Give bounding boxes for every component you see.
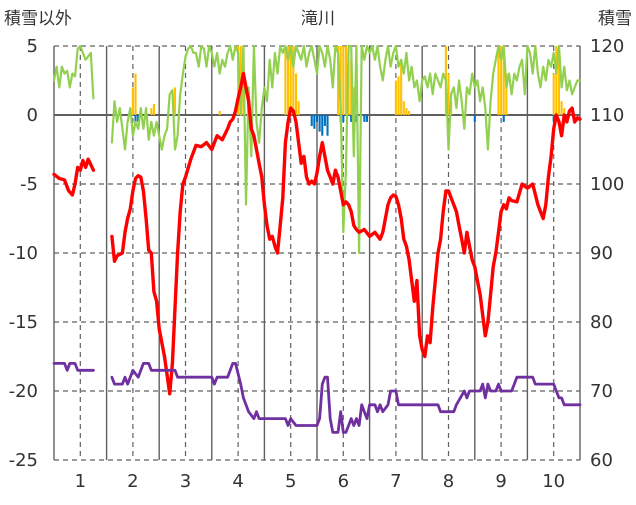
snowfall-bar [500,46,503,115]
precipitation-bar [326,115,329,136]
snowfall-bar [552,73,555,115]
chart-title: 滝川 [301,9,335,29]
snow_depth-line [52,362,95,372]
y-right-tick-label: 70 [590,381,613,402]
snowfall-bar [407,110,411,115]
snowfall-bar [294,73,298,115]
precipitation-bar [350,115,353,122]
snowfall-bar [447,73,450,115]
precipitation-bar [323,115,326,127]
precipitation-bar [502,115,505,122]
snowfall-bar [284,46,287,115]
y-left-tick-label: -15 [9,312,38,333]
snowfall-bar [505,73,508,115]
x-tick-label: 2 [127,471,138,492]
y-left-tick-label: -20 [9,381,38,402]
snowfall-bar [352,87,355,115]
snowfall-bar [557,46,561,115]
x-tick-label: 6 [338,471,349,492]
snowfall-bar [563,108,566,115]
sunshine-line [52,44,95,100]
snowfall-bar [405,108,408,115]
y-left-tick-label: -5 [20,174,38,195]
x-tick-label: 8 [443,471,454,492]
snowfall-bar [560,101,563,115]
snowfall-bar [134,73,137,115]
sunshine-line [110,44,582,255]
snowfall-bar [339,46,342,115]
y-right-tick-label: 100 [590,174,624,195]
snowfall-bar [397,76,400,115]
snowfall-bar [400,59,403,115]
y-right-tick-label: 80 [590,312,613,333]
y-right-tick-label: 120 [590,36,624,57]
snowfall-bar [502,46,505,115]
snowfall-bar [218,110,221,115]
y-right-tick-label: 60 [590,450,613,471]
x-tick-label: 10 [542,471,565,492]
precipitation-bar [313,115,316,129]
precipitation-bar [363,115,366,122]
x-tick-label: 4 [232,471,243,492]
precipitation-bar [321,115,324,136]
y-right-tick-label: 90 [590,243,613,264]
snowfall-bar [289,46,292,115]
snowfall-bar [152,103,155,115]
precipitation-bar [137,115,140,122]
x-tick-label: 5 [285,471,296,492]
precipitation-bar [318,115,321,132]
line-layer [52,44,582,434]
snowfall-bar [150,108,153,115]
precipitation-bar [365,115,369,122]
precipitation-bar [552,115,555,122]
snowfall-bar [237,46,240,115]
temperature-line [110,71,582,396]
precipitation-bar [310,115,313,127]
precipitation-bar [315,115,319,122]
snow_depth-line [110,362,582,434]
snowfall-bar [292,46,295,115]
snowfall-bar [287,46,290,115]
temperature-line [52,157,96,197]
snowfall-bar [402,101,405,115]
y-left-tick-label: 5 [27,36,38,57]
y-left-tick-label: -25 [9,450,38,471]
y-right-tick-label: 110 [590,105,624,126]
x-tick-label: 7 [390,471,401,492]
x-tick-label: 3 [180,471,191,492]
x-tick-label: 1 [75,471,86,492]
snowfall-bar [344,46,347,115]
snowfall-bar [336,46,340,115]
precipitation-bar [134,115,137,122]
precipitation-bar [342,115,345,122]
snowfall-bar [555,46,558,115]
snowfall-bar [342,46,345,115]
snowfall-bar [297,101,300,115]
x-tick-label: 9 [495,471,506,492]
snowfall-bar [173,87,177,115]
snowfall-bar [131,87,134,115]
snowfall-bar [394,80,397,115]
y-left-tick-label: 0 [27,105,38,126]
y-left-tick-label: -10 [9,243,38,264]
tick-layer: 5 0 -5 -10 -15 -20 -25 120 110 100 90 80 70 60 1 2 3 4 5 6 7… [9,36,625,492]
precipitation-bar [473,115,476,122]
left-axis-title: 積雪以外 [4,9,72,29]
right-axis-title: 積雪 [598,9,632,29]
snowfall-bar [497,46,500,115]
